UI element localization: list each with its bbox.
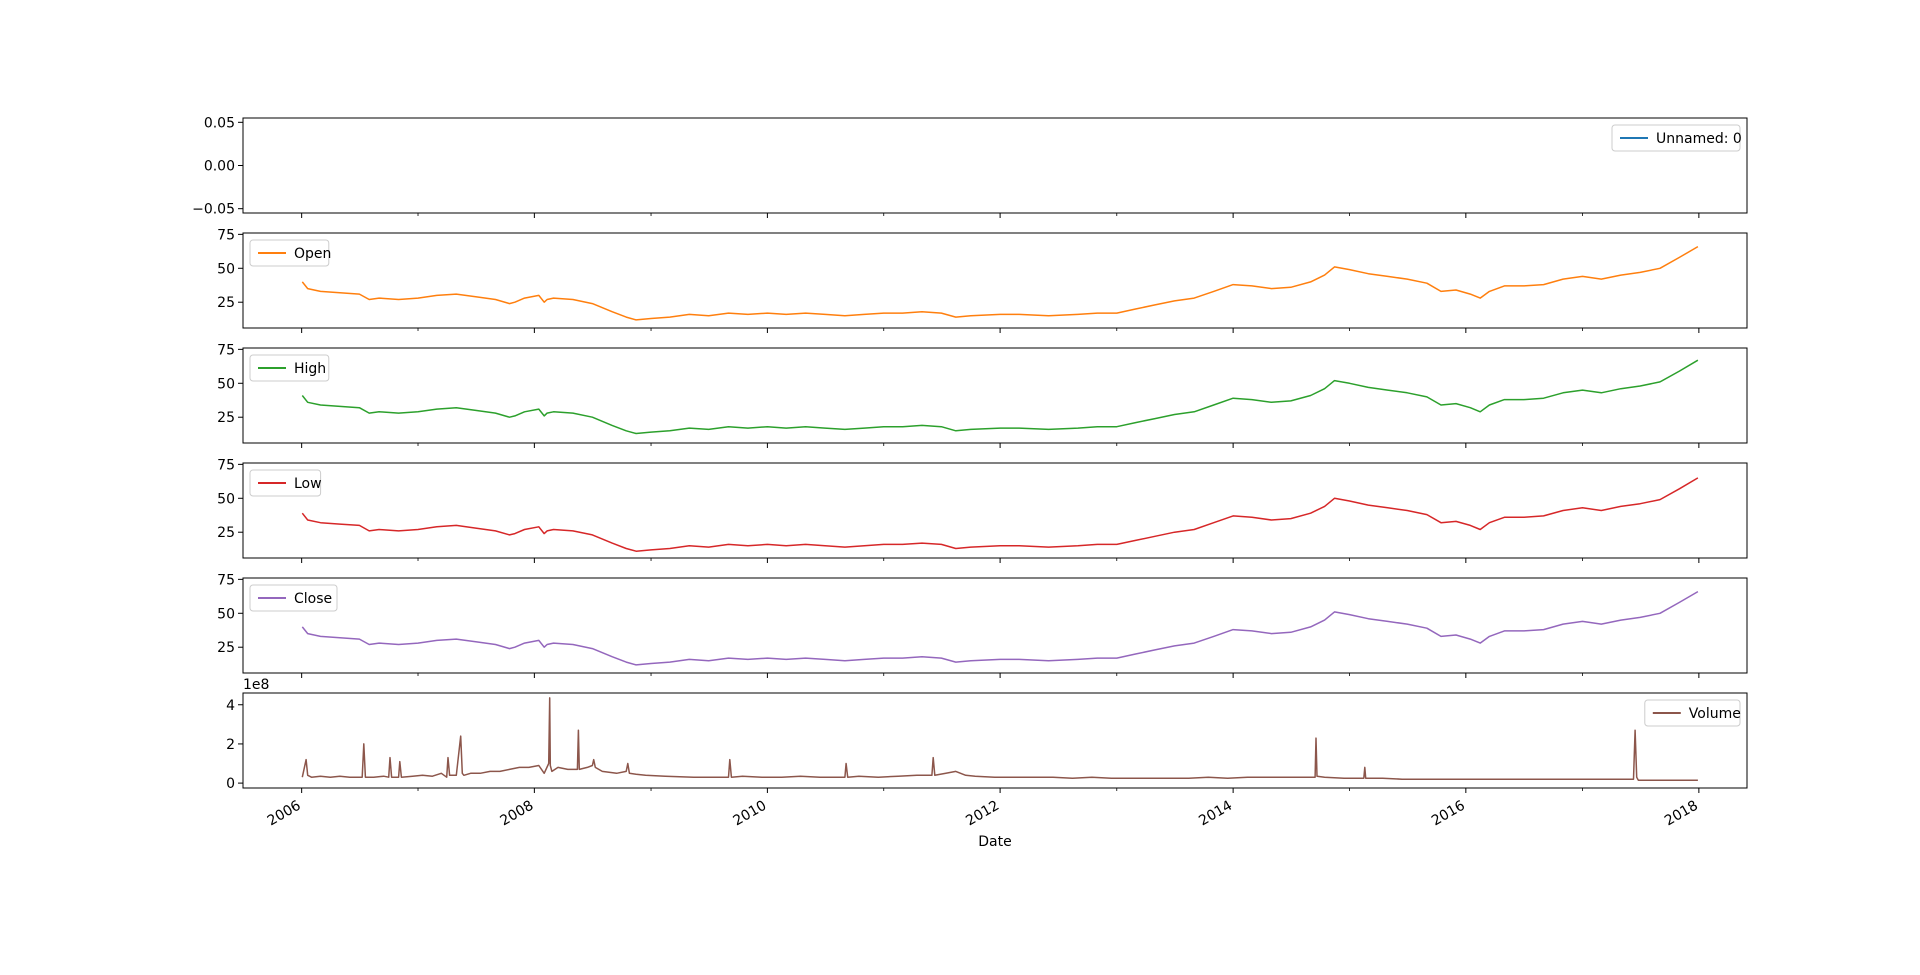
y-tick-label: 25 (217, 295, 235, 311)
y-tick-label: 75 (217, 227, 235, 243)
legend: Unnamed: 0 (1611, 124, 1742, 152)
legend-label: Volume (1689, 706, 1741, 722)
subplot-close: 75 50 25 Close (217, 572, 1748, 678)
y-offset-label: 1e8 (243, 677, 269, 693)
y-tick-label: 75 (217, 342, 235, 358)
subplots-group: 0.05 0.00 −0.05 Unnamed: 0 75 50 25 Open 75 50 25 H… (192, 115, 1748, 793)
legend-label: Unnamed: 0 (1656, 131, 1742, 147)
subplot-low: 75 50 25 Low (217, 457, 1748, 563)
subplot-high: 75 50 25 High (217, 342, 1748, 448)
y-tick-label: 75 (217, 572, 235, 588)
y-tick-label: 4 (226, 698, 235, 714)
plot-frame (242, 577, 1748, 674)
x-axis-label: Date (978, 834, 1011, 850)
y-tick-label: 25 (217, 640, 235, 656)
legend-label: Low (294, 476, 322, 492)
legend-label: High (294, 361, 326, 377)
plot-frame (242, 347, 1748, 444)
series-line (301, 477, 1699, 552)
series-line (301, 245, 1699, 321)
legend: High (249, 354, 330, 382)
legend-box (1644, 699, 1741, 727)
y-tick-label: 50 (217, 261, 235, 277)
legend-label: Close (294, 591, 332, 607)
legend-box (249, 239, 330, 267)
subplot-volume: 4 2 0 1e8 Volume (226, 677, 1748, 793)
y-tick-label: 0 (226, 776, 235, 792)
legend: Close (249, 584, 338, 612)
series-line (301, 590, 1699, 666)
subplot-unnamed-0: 0.05 0.00 −0.05 Unnamed: 0 (192, 115, 1748, 218)
y-tick-label: 50 (217, 491, 235, 507)
legend: Volume (1644, 699, 1741, 727)
series-line (301, 697, 1698, 781)
y-tick-label: 25 (217, 410, 235, 426)
y-tick-label: 0.00 (204, 159, 235, 175)
series-line (301, 359, 1699, 435)
legend: Low (249, 469, 322, 497)
legend-box (1611, 124, 1741, 152)
y-tick-label: 50 (217, 376, 235, 392)
y-tick-label: 50 (217, 606, 235, 622)
legend-box (249, 584, 338, 612)
y-tick-label: 0.05 (204, 115, 235, 131)
y-tick-label: 75 (217, 457, 235, 473)
y-tick-label: 25 (217, 525, 235, 541)
subplot-open: 75 50 25 Open (217, 227, 1748, 333)
plot-frame (242, 232, 1748, 329)
legend-box (249, 354, 330, 382)
legend: Open (249, 239, 331, 267)
plot-frame (242, 462, 1748, 559)
legend-label: Open (294, 246, 331, 262)
y-tick-label: 2 (226, 737, 235, 753)
plot-frame (242, 692, 1748, 789)
y-tick-label: −0.05 (192, 202, 235, 218)
